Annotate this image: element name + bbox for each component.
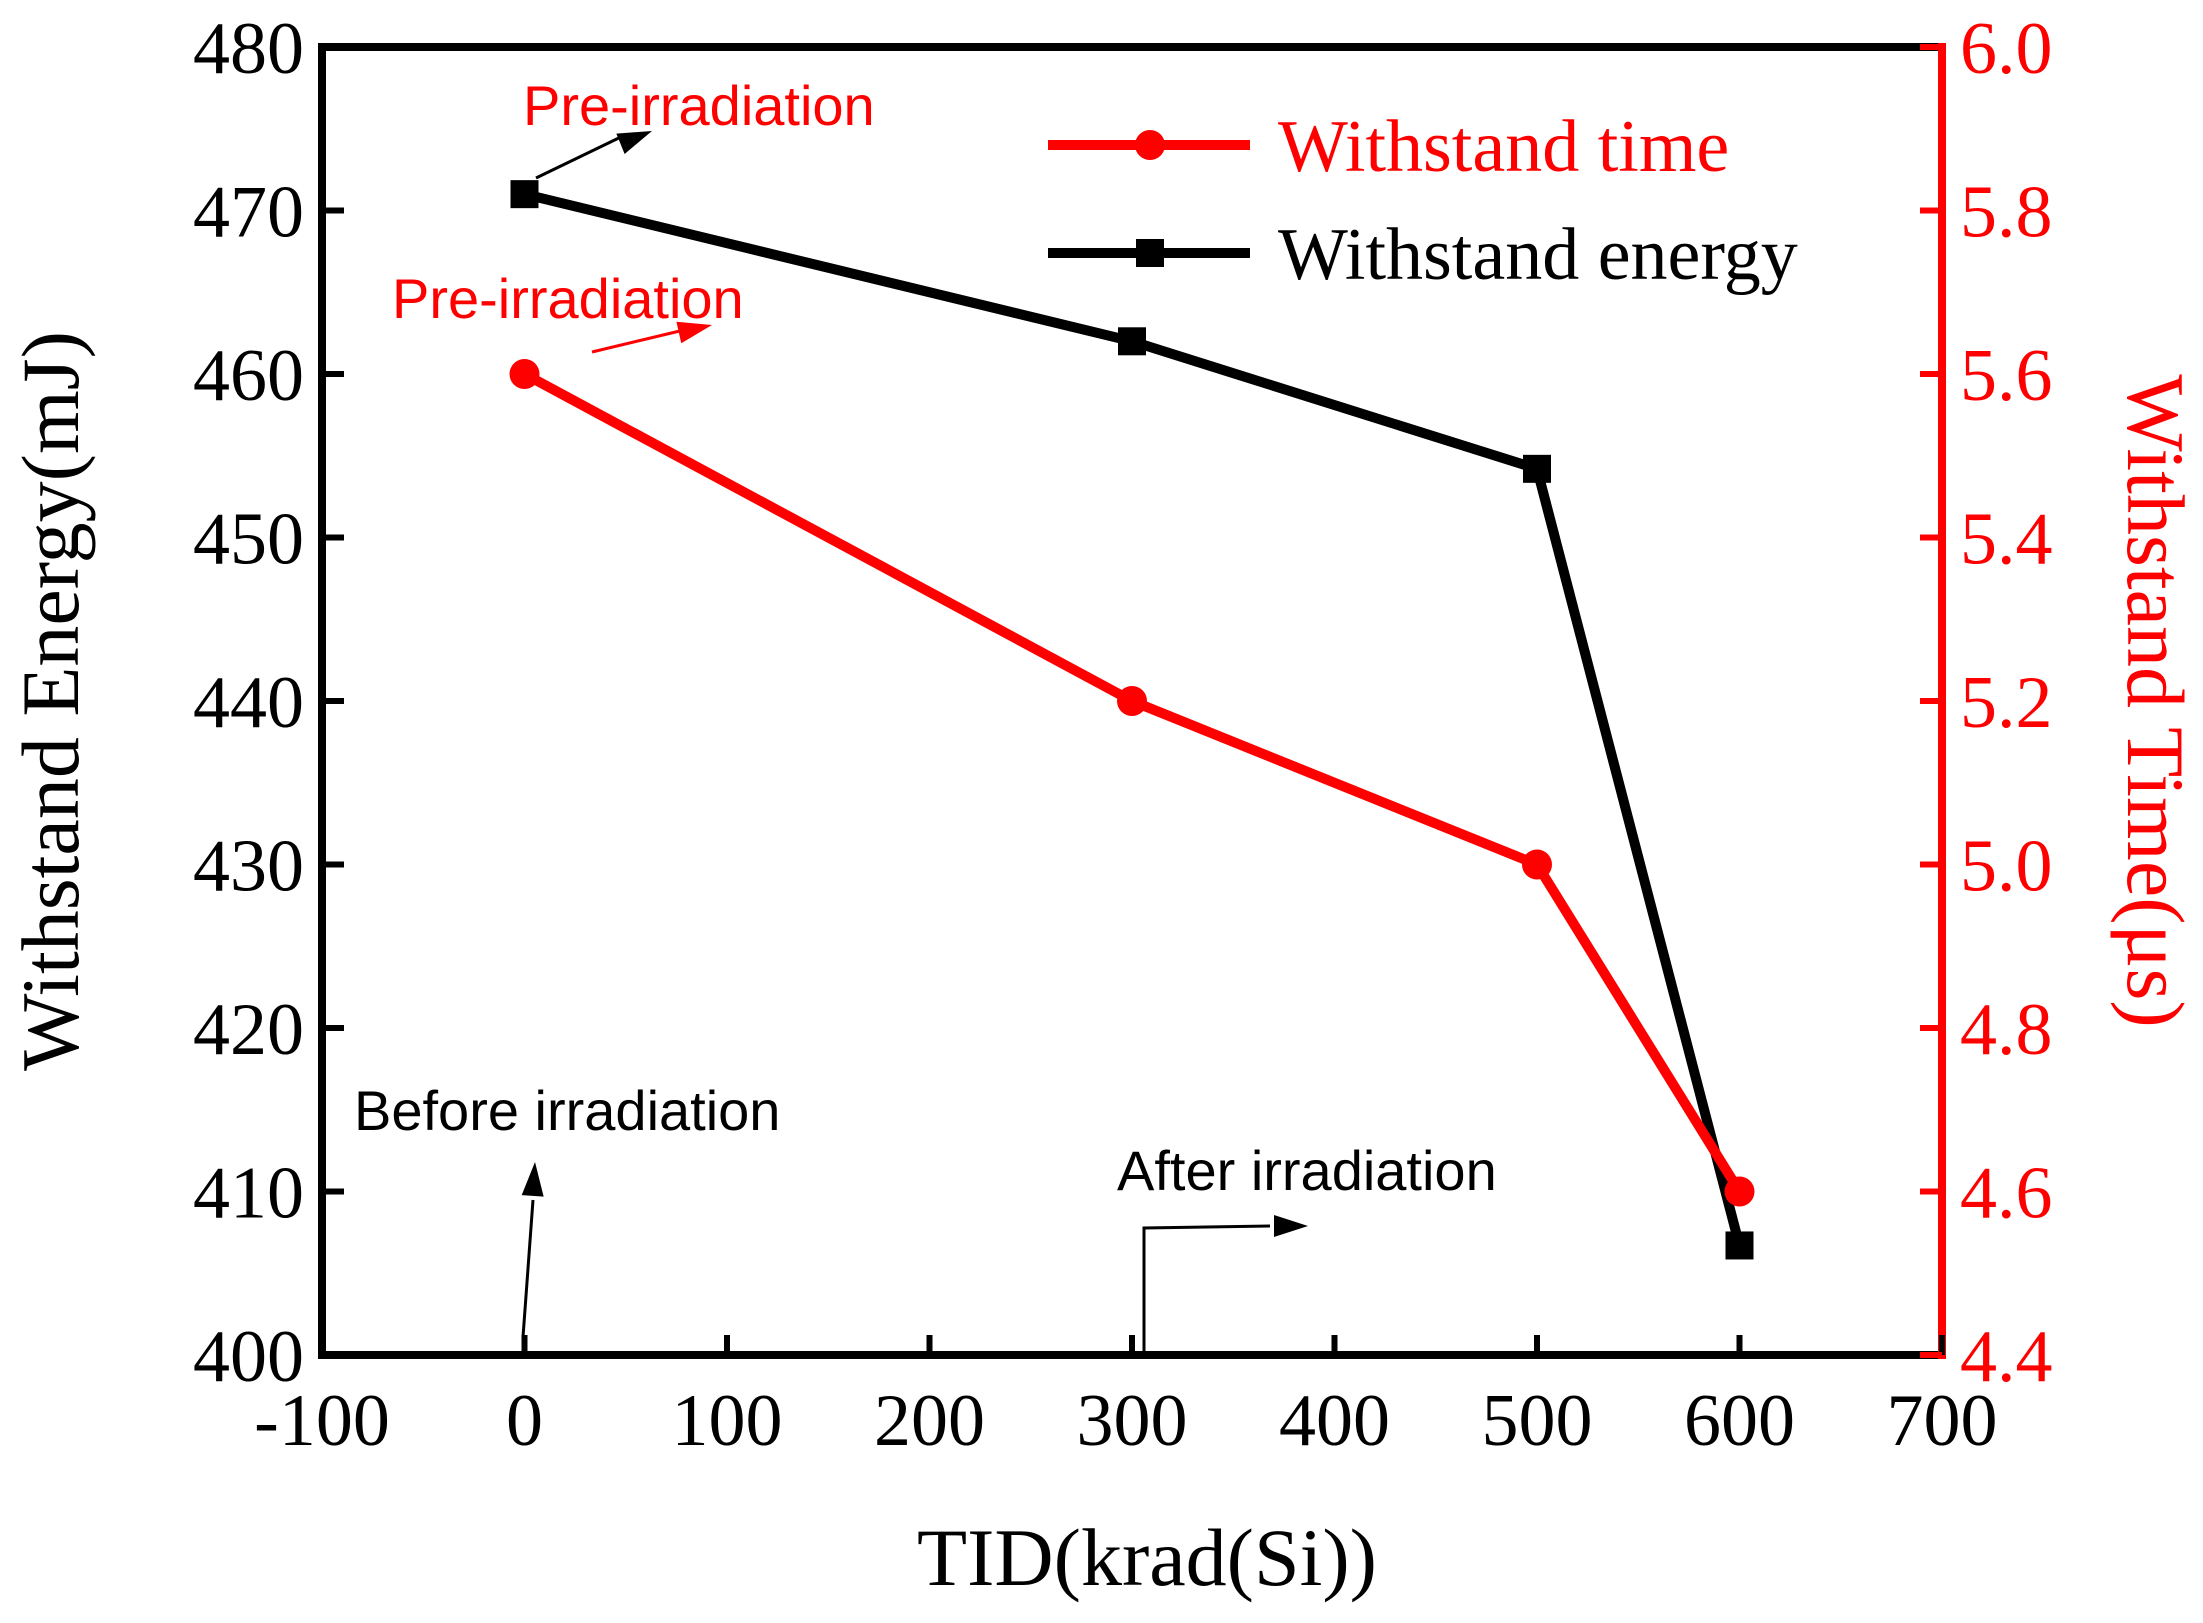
x-tick-label: 500	[1482, 1380, 1593, 1462]
legend-label-1: Withstand energy	[1278, 214, 1798, 296]
energy-series-line	[523, 189, 1745, 1247]
right-y-tick-label: 6.0	[1960, 8, 2053, 90]
left-y-tick-label: 400	[193, 1316, 304, 1398]
right-y-tick-label: 4.8	[1960, 989, 2053, 1071]
annotation-pre-irradiation-2: Pre-irradiation	[392, 267, 744, 330]
annotation-arrow-3-head	[521, 1162, 544, 1197]
energy-point-0	[510, 180, 539, 209]
x-tick-label: 400	[1279, 1380, 1390, 1462]
energy-point-2	[1523, 454, 1551, 483]
legend-marker-0	[1135, 130, 1165, 160]
time-series-line	[522, 369, 1744, 1195]
time-point-3	[1724, 1176, 1755, 1207]
left-y-tick-label: 450	[193, 499, 304, 581]
annotation-arrow-4-head	[1274, 1215, 1308, 1237]
right-y-axis-title: Withstand Time(μs)	[2110, 374, 2201, 1027]
right-y-tick-label: 5.0	[1960, 826, 2053, 908]
annotation-arrow-2-head	[676, 321, 712, 344]
annotation-arrow-1-line	[535, 133, 626, 180]
left-y-tick-label: 430	[193, 826, 304, 908]
right-y-tick-label: 5.4	[1960, 499, 2053, 581]
time-point-1	[1117, 686, 1147, 716]
right-y-tick-label: 4.4	[1960, 1316, 2053, 1398]
x-tick-label: 700	[1887, 1380, 1998, 1462]
energy-point-3	[1725, 1231, 1754, 1260]
x-tick-label: 100	[672, 1380, 783, 1462]
annotation-arrow-3-line	[521, 1199, 535, 1338]
annotation-arrow-2-line	[591, 328, 685, 354]
legend-marker-1	[1136, 239, 1164, 267]
left-y-axis-title: Withstand Energy(mJ)	[5, 331, 96, 1071]
x-tick-label: -100	[254, 1380, 390, 1462]
x-axis-title: TID(krad(Si))	[917, 1512, 1377, 1603]
time-point-0	[509, 359, 540, 389]
left-y-tick-label: 440	[193, 662, 304, 744]
legend-label-0: Withstand time	[1278, 106, 1729, 188]
annotation-before-irradiation: Before irradiation	[354, 1079, 780, 1142]
right-y-tick-label: 5.6	[1960, 335, 2053, 417]
left-y-tick-label: 470	[193, 172, 304, 254]
x-tick-label: 0	[506, 1380, 543, 1462]
left-y-tick-label: 460	[193, 335, 304, 417]
x-tick-label: 200	[874, 1380, 985, 1462]
left-y-tick-label: 480	[193, 8, 304, 90]
annotation-after-irradiation: After irradiation	[1117, 1139, 1497, 1202]
annotation-pre-irradiation-1: Pre-irradiation	[523, 74, 875, 137]
right-y-tick-label: 5.2	[1960, 662, 2053, 744]
right-y-tick-label: 5.8	[1960, 172, 2053, 254]
left-y-tick-label: 410	[193, 1153, 304, 1235]
annotation-arrow-4-line	[1142, 1224, 1271, 1352]
right-y-tick-label: 4.6	[1960, 1153, 2053, 1235]
energy-point-1	[1118, 327, 1146, 356]
annotation-arrow-1-head	[616, 131, 652, 154]
left-y-tick-label: 420	[193, 989, 304, 1071]
x-tick-label: 600	[1684, 1380, 1795, 1462]
x-tick-label: 300	[1077, 1380, 1188, 1462]
time-point-2	[1522, 849, 1552, 880]
